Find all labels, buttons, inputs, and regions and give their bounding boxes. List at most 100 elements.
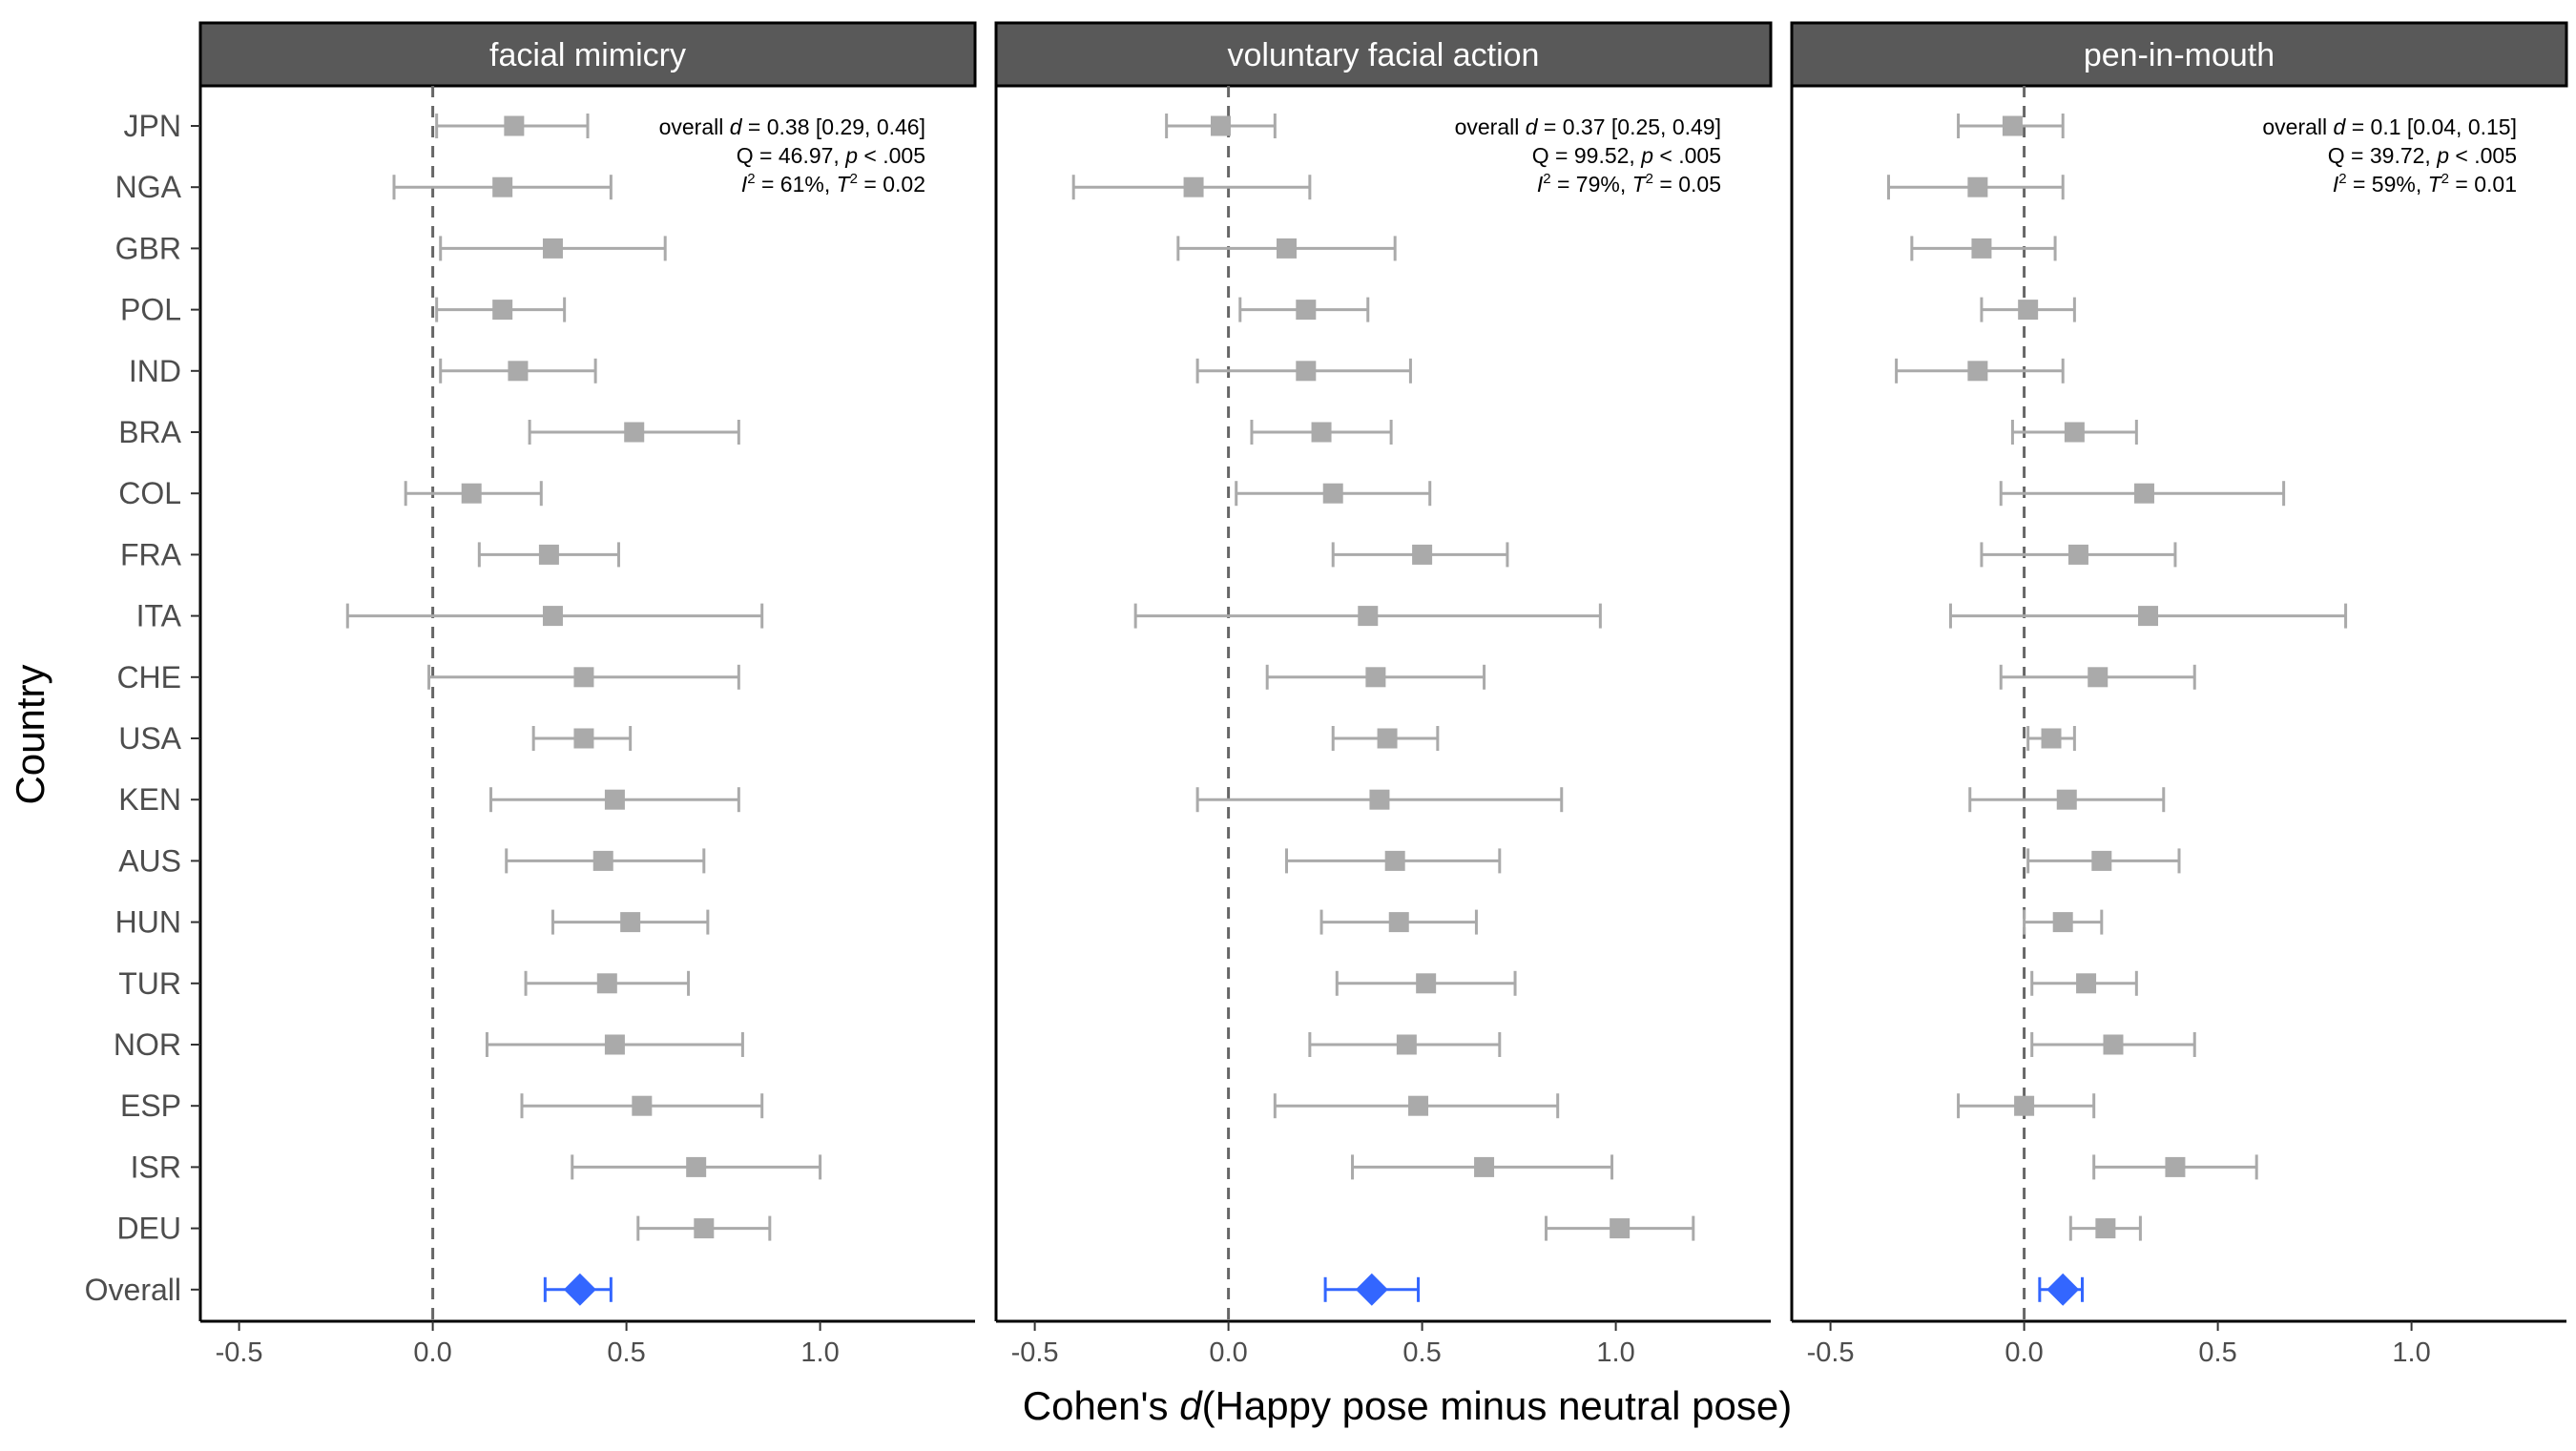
y-tick-label: USA <box>118 721 181 756</box>
estimate-point <box>504 115 525 136</box>
x-tick-label: 0.5 <box>2198 1337 2236 1368</box>
estimate-point <box>1369 789 1390 810</box>
x-tick-label: 0.5 <box>1402 1337 1441 1368</box>
estimate-point <box>592 850 613 871</box>
x-tick-label: 0.0 <box>1209 1337 1247 1368</box>
x-tick-label: 1.0 <box>1596 1337 1634 1368</box>
y-tick-label: POL <box>120 293 181 327</box>
estimate-point <box>604 1034 625 1055</box>
estimate-point <box>694 1218 715 1239</box>
facet-strip <box>994 21 1773 88</box>
estimate-point <box>2056 789 2077 810</box>
facet-title: facial mimicry <box>489 37 686 73</box>
x-axis-title: Cohen's d(Happy pose minus neutral pose) <box>1023 1383 1792 1428</box>
overall-point <box>563 1273 596 1306</box>
estimate-point <box>2041 728 2062 749</box>
annotation-heterogeneity: I2 = 79%, T2 = 0.05 <box>1537 171 1721 197</box>
y-tick-label: AUS <box>118 843 181 878</box>
x-tick-label: -0.5 <box>216 1337 263 1368</box>
country-labels: JPN NGA GBR POL IND BRA COL FRA ITA CHE USA KEN AUS H… <box>85 109 200 1307</box>
estimate-point <box>624 422 645 443</box>
x-axis-title-prefix: Cohen's <box>1023 1383 1179 1428</box>
annotation-heterogeneity: I2 = 61%, T2 = 0.02 <box>741 171 925 197</box>
y-tick-label: Overall <box>85 1273 181 1307</box>
estimate-point <box>573 667 594 688</box>
estimate-point <box>542 238 563 259</box>
estimate-point <box>508 361 529 382</box>
estimate-point <box>1377 728 1398 749</box>
y-tick-label: FRA <box>120 537 182 571</box>
y-tick-label: IND <box>129 354 181 388</box>
estimate-point <box>632 1095 653 1116</box>
y-tick-label: KEN <box>118 782 181 817</box>
estimate-point <box>1322 483 1343 504</box>
facet-strip <box>198 21 977 88</box>
y-tick-label: ESP <box>120 1088 181 1123</box>
estimate-point <box>1610 1218 1631 1239</box>
estimate-point <box>1210 115 1231 136</box>
y-tick-label: ITA <box>136 599 182 633</box>
x-tick-label: 1.0 <box>2392 1337 2430 1368</box>
y-tick-label: JPN <box>124 109 181 143</box>
estimate-point <box>1408 1095 1429 1116</box>
annotation-heterogeneity: I2 = 59%, T2 = 0.01 <box>2333 171 2517 197</box>
estimate-point <box>2076 973 2097 994</box>
facet-title: voluntary facial action <box>1228 37 1540 73</box>
estimate-point <box>2091 850 2112 871</box>
facet-title: pen-in-mouth <box>2084 37 2275 73</box>
x-tick-label: -0.5 <box>1807 1337 1855 1368</box>
estimate-point <box>596 973 617 994</box>
estimate-point <box>1384 850 1405 871</box>
estimate-point <box>1365 667 1386 688</box>
estimate-point <box>2018 300 2039 321</box>
y-tick-label: CHE <box>116 660 181 694</box>
estimate-point <box>573 728 594 749</box>
estimate-point <box>1412 544 1433 565</box>
estimate-point <box>2052 912 2073 933</box>
y-tick-label: ISR <box>131 1150 181 1184</box>
x-axis-title-italic: d <box>1179 1383 1203 1428</box>
estimate-point <box>461 483 482 504</box>
estimate-point <box>2133 483 2154 504</box>
estimate-point <box>2067 544 2088 565</box>
estimate-point <box>2095 1218 2116 1239</box>
estimate-point <box>1296 361 1317 382</box>
overall-point <box>2046 1273 2080 1306</box>
annotation-overall: overall d = 0.37 [0.25, 0.49] <box>1455 114 1721 139</box>
estimate-point <box>492 176 513 197</box>
estimate-point <box>2088 667 2109 688</box>
y-tick-label: COL <box>118 476 181 510</box>
annotation-q: Q = 39.72, p < .005 <box>2328 143 2517 168</box>
estimate-point <box>1358 606 1379 627</box>
estimate-point <box>542 606 563 627</box>
annotation-q: Q = 99.52, p < .005 <box>1532 143 1721 168</box>
facet-panel: facial mimicry overall d = 0.38 [0.29, 0.… <box>198 21 977 1368</box>
estimate-point <box>1311 422 1332 443</box>
estimate-point <box>620 912 641 933</box>
estimate-point <box>2103 1034 2124 1055</box>
panels-group: facial mimicry overall d = 0.38 [0.29, 0.… <box>198 21 2568 1368</box>
y-tick-label: NOR <box>114 1027 181 1062</box>
x-tick-label: 1.0 <box>800 1337 839 1368</box>
facet-panel: voluntary facial action overall d = 0.37 … <box>994 21 1773 1368</box>
estimate-point <box>1474 1156 1495 1177</box>
estimate-point <box>1967 176 1988 197</box>
estimate-point <box>1388 912 1409 933</box>
y-tick-label: BRA <box>118 415 181 449</box>
estimate-point <box>2014 1095 2035 1116</box>
estimate-point <box>1183 176 1204 197</box>
y-axis-title: Country <box>8 664 52 804</box>
estimate-point <box>1967 361 1988 382</box>
estimate-point <box>1971 238 1992 259</box>
estimate-point <box>538 544 559 565</box>
y-tick-label: HUN <box>115 905 181 940</box>
annotation-overall: overall d = 0.38 [0.29, 0.46] <box>659 114 925 139</box>
estimate-point <box>1296 300 1317 321</box>
estimate-point <box>2138 606 2159 627</box>
facet-strip <box>1790 21 2568 88</box>
estimate-point <box>2002 115 2023 136</box>
y-tick-label: TUR <box>118 966 181 1001</box>
x-tick-label: -0.5 <box>1011 1337 1059 1368</box>
overall-point <box>1355 1273 1388 1306</box>
